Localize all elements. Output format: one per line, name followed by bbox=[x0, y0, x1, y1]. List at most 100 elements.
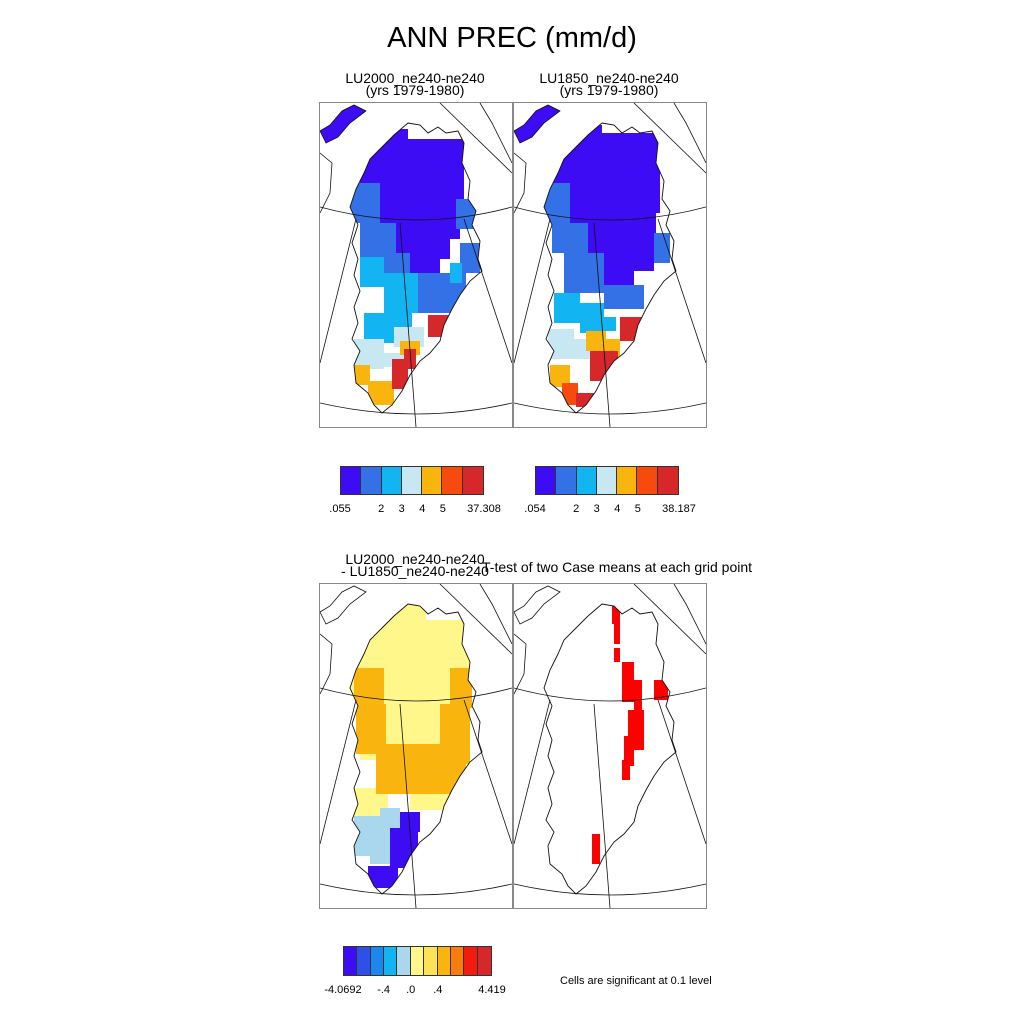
panel-title-top-left-line2: (yrs 1979-1980) bbox=[365, 82, 465, 98]
grid-cell bbox=[576, 393, 594, 407]
map-lu2000 bbox=[320, 103, 512, 427]
longitude-line bbox=[593, 703, 611, 908]
map-difference bbox=[320, 584, 512, 908]
panel-title-bottom-right-line1: T-test of two Case means at each grid po… bbox=[482, 559, 753, 575]
grid-cell bbox=[654, 680, 668, 700]
latitude-line bbox=[320, 402, 512, 415]
grid-cell bbox=[622, 760, 630, 780]
colorbar-tick-label: 37.308 bbox=[467, 503, 501, 515]
colorbar-swatch bbox=[450, 947, 465, 975]
island-outline bbox=[320, 585, 367, 625]
grid-cell bbox=[428, 315, 450, 337]
colorbar-swatch bbox=[341, 467, 362, 494]
colorbar-swatch bbox=[401, 467, 423, 494]
longitude-line bbox=[593, 222, 611, 427]
colorbar-swatch bbox=[442, 467, 463, 494]
grid-cell bbox=[380, 808, 400, 828]
map-ttest bbox=[514, 584, 706, 908]
colorbar-swatch bbox=[437, 947, 451, 975]
latitude-line bbox=[514, 402, 706, 415]
colorbar-swatch bbox=[381, 467, 402, 494]
panel-title-top-right-line1: LU1850_ne240-ne240 bbox=[539, 70, 679, 86]
grid-cell bbox=[364, 313, 394, 343]
colorbar-tick-label: 5 bbox=[439, 503, 446, 515]
island-outline bbox=[320, 104, 367, 144]
grid-cell bbox=[604, 285, 644, 309]
greenland-coastline bbox=[349, 122, 483, 414]
colorbar-tick-label: 2 bbox=[573, 503, 580, 515]
grid-cell bbox=[550, 365, 570, 387]
colorbar-swatch bbox=[344, 947, 358, 975]
latitude-line bbox=[320, 687, 512, 702]
grid-cell bbox=[624, 736, 634, 766]
grid-cell bbox=[586, 331, 606, 351]
colorbar-swatch bbox=[410, 947, 425, 975]
island-outline bbox=[514, 585, 561, 625]
grid-cell bbox=[614, 648, 620, 662]
longitude-line bbox=[514, 218, 551, 364]
grid-cell bbox=[614, 624, 620, 644]
latitude-line bbox=[514, 883, 706, 896]
longitude-line bbox=[657, 699, 706, 845]
colorbar-lu1850-labels: .054 2 3 4 5 38.187 bbox=[524, 503, 696, 517]
colorbar-difference bbox=[343, 946, 492, 976]
island-outline bbox=[514, 104, 561, 144]
colorbar-tick-label: 3 bbox=[593, 503, 600, 515]
longitude-line bbox=[514, 699, 551, 845]
colorbar-swatch bbox=[576, 467, 597, 494]
longitude-line bbox=[633, 103, 706, 174]
panel-title-top-right-line2: (yrs 1979-1980) bbox=[559, 82, 659, 98]
grid-cell bbox=[654, 233, 670, 263]
colorbar-swatch bbox=[462, 467, 483, 494]
panel-title-bottom-left-line2: - LU1850_ne240-ne240 bbox=[341, 563, 489, 579]
grid-cell bbox=[354, 668, 384, 708]
longitude-line bbox=[439, 584, 512, 655]
grid-cell bbox=[564, 253, 604, 293]
colorbar-swatch bbox=[464, 947, 478, 975]
colorbar-tick-label: .055 bbox=[329, 503, 351, 515]
canada-coast bbox=[320, 152, 333, 214]
panel-title-bottom-left-line1: LU2000_ne240-ne240 bbox=[345, 551, 485, 567]
colorbar-swatch bbox=[424, 947, 438, 975]
grid-cell bbox=[360, 257, 384, 287]
latitude-line bbox=[514, 206, 706, 221]
grid-cell bbox=[450, 668, 472, 708]
panel-title-bottom-left: LU2000_ne240-ne240 - LU1850_ne240-ne240 bbox=[319, 551, 511, 579]
grid-cell bbox=[600, 317, 616, 331]
colorbar-swatch bbox=[617, 467, 638, 494]
grid-cell bbox=[354, 365, 370, 385]
panel-title-bottom-right: T-test of two Case means at each grid po… bbox=[482, 559, 772, 575]
colorbar-tick-label: .054 bbox=[524, 503, 546, 515]
canada-coast bbox=[320, 633, 333, 695]
grid-cell bbox=[554, 293, 580, 323]
colorbar-swatch bbox=[397, 947, 411, 975]
colorbar-lu2000 bbox=[340, 466, 484, 495]
colorbar-swatch bbox=[637, 467, 658, 494]
colorbar-swatch bbox=[422, 467, 443, 494]
colorbar-swatch bbox=[370, 947, 385, 975]
grid-cell bbox=[390, 828, 418, 868]
colorbar-tick-label: .4 bbox=[433, 984, 443, 996]
colorbar-swatch bbox=[596, 467, 618, 494]
map-panel-ttest bbox=[513, 583, 707, 909]
grid-cell bbox=[404, 349, 416, 369]
map-panel-lu1850 bbox=[513, 102, 707, 428]
colorbar-tick-label: 3 bbox=[398, 503, 405, 515]
colorbar-tick-label: -4.0692 bbox=[324, 984, 362, 996]
colorbar-swatch bbox=[556, 467, 577, 494]
panel-title-top-left: LU2000_ne240-ne240 (yrs 1979-1980) bbox=[319, 71, 511, 98]
latitude-line bbox=[320, 883, 512, 896]
colorbar-swatch bbox=[536, 467, 557, 494]
svalbard-coast bbox=[673, 584, 706, 645]
grid-cell bbox=[392, 313, 412, 329]
colorbar-swatch bbox=[384, 947, 398, 975]
greenland-coastline bbox=[543, 122, 677, 414]
latitude-line bbox=[320, 206, 512, 221]
grid-cell bbox=[384, 273, 418, 313]
colorbar-tick-label: 4 bbox=[614, 503, 621, 515]
grid-cell bbox=[368, 866, 398, 888]
grid-cell bbox=[622, 662, 634, 702]
svalbard-coast bbox=[479, 103, 512, 164]
significance-note: Cells are significant at 0.1 level bbox=[560, 975, 712, 987]
longitude-line bbox=[399, 222, 417, 427]
